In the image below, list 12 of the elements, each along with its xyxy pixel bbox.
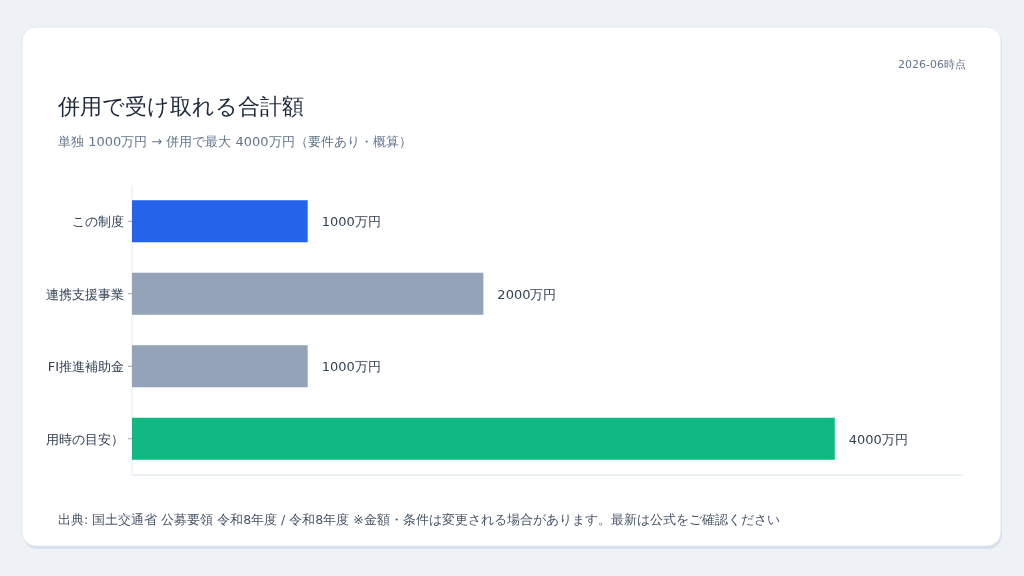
value-label: 1000万円	[321, 214, 381, 230]
value-label: 4000万円	[848, 431, 908, 447]
tick-label: FI推進補助金	[47, 359, 124, 375]
title: 併用で受け取れる合計額	[58, 94, 304, 119]
value-label: 2000万円	[497, 286, 557, 302]
annotation: 2026-06時点	[898, 58, 966, 71]
tick-label: 用時の目安）	[46, 431, 124, 447]
value-label: 1000万円	[321, 359, 381, 375]
subtitle: 単独 1000万円 → 併用で最大 4000万円（要件あり・概算）	[58, 134, 412, 149]
annotation: 出典: 国土交通省 公募要領 令和8年度 / 令和8年度 ※金額・条件は変更される場合があります。最新は公式をご確認ください	[58, 512, 780, 527]
tick-label: 連携支援事業	[46, 286, 124, 302]
tick-label: この制度	[72, 214, 124, 230]
